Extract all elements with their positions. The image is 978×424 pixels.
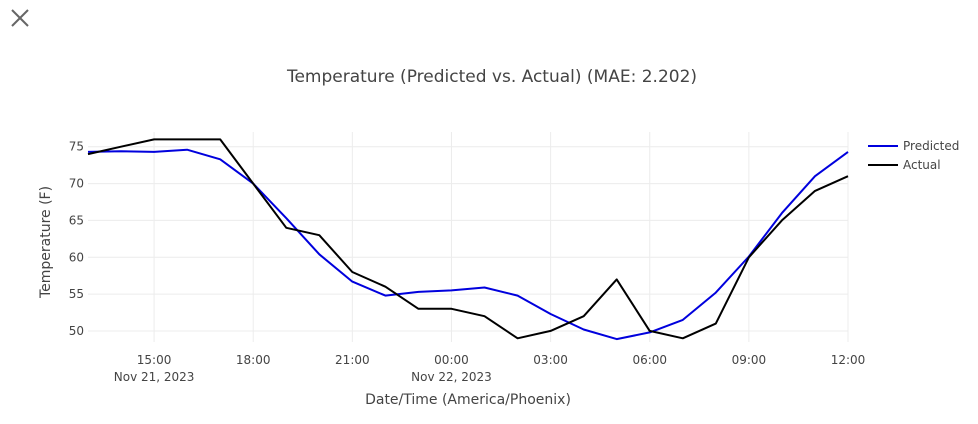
x-axis-ticks: 15:00 Nov 21, 2023 18:00 21:00 00:00 Nov 22, … [114,353,866,384]
data-point-actual [86,152,90,156]
data-point-actual [317,233,321,237]
data-point-predicted [813,174,817,178]
x-tick-date-label: Nov 21, 2023 [114,370,195,384]
legend-label: Predicted [903,139,959,153]
series-actual [86,137,850,340]
data-point-predicted [681,318,685,322]
data-point-predicted [714,291,718,295]
x-tick-label: 06:00 [632,353,667,367]
data-point-predicted [846,150,850,154]
data-point-actual [549,329,553,333]
data-point-actual [747,255,751,259]
data-point-predicted [416,290,420,294]
data-point-actual [383,285,387,289]
x-tick-label: 00:00 [434,353,469,367]
chart-title: Temperature (Predicted vs. Actual) (MAE:… [286,67,697,87]
data-point-actual [780,218,784,222]
x-axis-title: Date/Time (America/Phoenix) [365,392,571,408]
data-point-predicted [119,149,123,153]
data-point-predicted [218,157,222,161]
x-tick-label: 03:00 [533,353,568,367]
data-point-predicted [549,312,553,316]
data-point-actual [483,314,487,318]
data-point-actual [251,182,255,186]
x-tick-label: 18:00 [236,353,271,367]
data-point-predicted [483,286,487,290]
data-point-actual [119,145,123,149]
series-predicted [87,148,850,341]
y-tick-label: 55 [69,287,84,301]
data-point-predicted [615,337,619,341]
y-tick-label: 60 [69,250,84,264]
y-tick-label: 50 [69,324,84,338]
close-icon [11,9,29,27]
data-point-actual [284,226,288,230]
data-point-predicted [317,252,321,256]
data-point-actual [450,307,454,311]
legend: Predicted Actual [868,139,959,172]
y-tick-label: 70 [69,177,84,191]
series-line-actual [87,138,849,340]
x-tick-label: 12:00 [831,353,866,367]
x-tick-label: 21:00 [335,353,370,367]
data-point-predicted [152,150,156,154]
data-point-predicted [284,216,288,220]
series-lines [86,137,850,341]
legend-item-predicted[interactable]: Predicted [868,139,959,153]
data-point-actual [350,270,354,274]
data-point-predicted [350,280,354,284]
data-point-actual [185,137,189,141]
y-axis-ticks: 50 55 60 65 70 75 [69,140,84,338]
data-point-actual [846,174,850,178]
x-tick-label: 15:00 [137,353,172,367]
series-line-predicted [87,148,849,341]
data-point-actual [218,137,222,141]
data-point-actual [582,314,586,318]
data-point-predicted [185,148,189,152]
data-point-actual [615,277,619,281]
data-point-actual [681,336,685,340]
data-point-actual [152,137,156,141]
data-point-predicted [582,328,586,332]
data-point-predicted [450,288,454,292]
data-point-actual [416,307,420,311]
data-point-actual [813,189,817,193]
data-point-actual [516,336,520,340]
close-button[interactable] [8,6,32,30]
x-tick-label: 09:00 [732,353,767,367]
data-point-predicted [780,211,784,215]
y-tick-label: 75 [69,140,84,154]
y-axis-title: Temperature (F) [38,186,54,299]
legend-label: Actual [903,158,941,172]
data-point-actual [714,322,718,326]
y-tick-label: 65 [69,213,84,227]
legend-item-actual[interactable]: Actual [868,158,941,172]
grid-lines [88,132,849,342]
data-point-predicted [383,294,387,298]
data-point-actual [648,329,652,333]
data-point-predicted [516,294,520,298]
x-tick-date-label: Nov 22, 2023 [411,370,492,384]
